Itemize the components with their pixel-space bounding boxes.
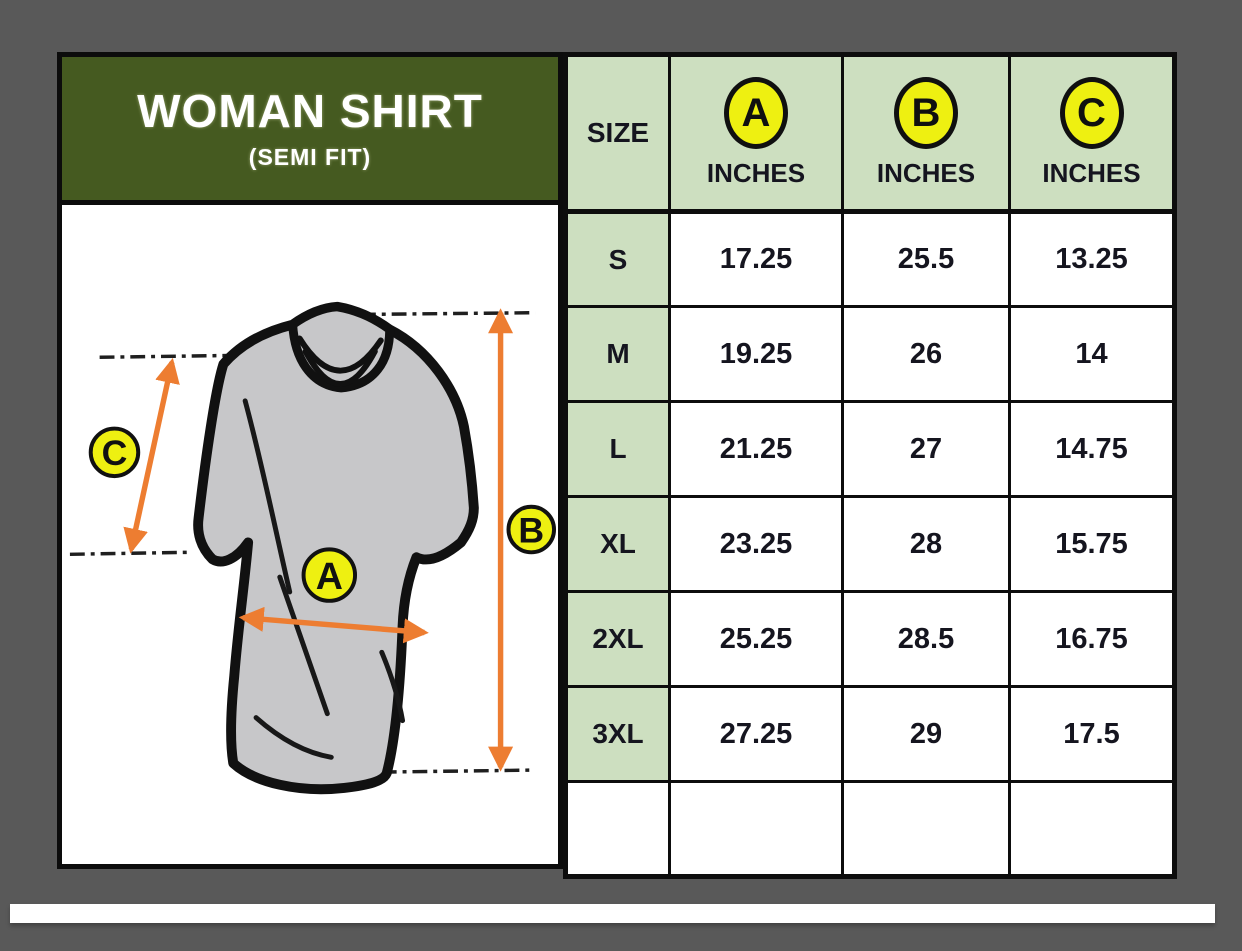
size-cell: 2XL — [564, 590, 671, 688]
column-unit-c: INCHES — [1042, 158, 1141, 188]
column-header-a: A INCHES — [668, 53, 844, 214]
tshirt-body — [193, 301, 479, 795]
column-unit-a: INCHES — [706, 158, 806, 188]
size-chart: WOMAN SHIRT (SEMI FIT) — [57, 52, 1177, 879]
measurement-arrow-a — [238, 606, 429, 644]
badge-b: B — [506, 504, 557, 555]
table-row: XL 23.25 28 15.75 — [564, 495, 1176, 593]
column-header-b: B INCHES — [841, 53, 1011, 214]
shirt-illustration: C B A — [69, 301, 557, 795]
value-cell-a: 19.25 — [668, 305, 844, 403]
size-table: SIZE A INCHES B INCHES C INC — [563, 52, 1177, 879]
size-cell: 3XL — [564, 685, 671, 783]
value-cell-a — [668, 780, 844, 878]
size-cell — [564, 780, 671, 878]
fold-lines — [242, 398, 406, 760]
guide-line-shoulder — [99, 353, 242, 360]
value-cell-c: 14 — [1008, 305, 1176, 403]
table-row: L 21.25 27 14.75 — [564, 400, 1176, 498]
value-cell-c: 16.75 — [1008, 590, 1176, 688]
value-cell-c: 17.5 — [1008, 685, 1176, 783]
value-cell-a: 21.25 — [668, 400, 844, 498]
badge-a-label: A — [316, 555, 343, 597]
value-cell-b: 28.5 — [841, 590, 1011, 688]
value-cell-c — [1008, 780, 1176, 878]
table-row: M 19.25 26 14 — [564, 305, 1176, 403]
size-cell: M — [564, 305, 671, 403]
badge-c-label: C — [102, 433, 128, 473]
value-cell-a: 27.25 — [668, 685, 844, 783]
table-row: 2XL 25.25 28.5 16.75 — [564, 590, 1176, 688]
table-row: 3XL 27.25 29 17.5 — [564, 685, 1176, 783]
column-unit-b: INCHES — [876, 158, 976, 188]
table-row: S 17.25 25.5 13.25 — [564, 210, 1176, 308]
value-cell-c: 15.75 — [1008, 495, 1176, 593]
page-subtitle: (SEMI FIT) — [248, 144, 372, 170]
collar-rib-lines — [296, 335, 384, 387]
column-badge-c-icon: C — [1059, 77, 1124, 149]
column-header-c: C INCHES — [1008, 53, 1176, 214]
table-header-row: SIZE A INCHES B INCHES C INC — [564, 53, 1176, 214]
diagram-badges: C B A — [88, 426, 557, 603]
size-cell: XL — [564, 495, 671, 593]
badge-b-label: B — [518, 510, 544, 550]
value-cell-b: 27 — [841, 400, 1011, 498]
column-badge-a-icon: A — [724, 77, 788, 149]
guide-line-sleeve — [69, 550, 189, 557]
badge-c: C — [88, 426, 141, 479]
value-cell-b: 26 — [841, 305, 1011, 403]
measurement-arrow-c — [123, 357, 180, 554]
measurement-arrows — [123, 308, 514, 772]
value-cell-c: 13.25 — [1008, 210, 1176, 308]
size-column-header: SIZE — [564, 53, 671, 214]
bottom-white-bar — [10, 904, 1215, 923]
shirt-diagram: C B A — [57, 205, 563, 869]
value-cell-b: 29 — [841, 685, 1011, 783]
left-panel: WOMAN SHIRT (SEMI FIT) — [57, 52, 563, 869]
table-row-empty — [564, 780, 1176, 878]
size-cell: L — [564, 400, 671, 498]
value-cell-a: 25.25 — [668, 590, 844, 688]
badge-a: A — [301, 547, 358, 603]
title-header: WOMAN SHIRT (SEMI FIT) — [57, 52, 563, 205]
guide-line-hem — [381, 768, 531, 774]
column-badge-b-icon: B — [894, 77, 958, 149]
value-cell-a: 23.25 — [668, 495, 844, 593]
value-cell-b: 28 — [841, 495, 1011, 593]
value-cell-b — [841, 780, 1011, 878]
value-cell-b: 25.5 — [841, 210, 1011, 308]
page-title: WOMAN SHIRT — [137, 85, 483, 137]
value-cell-c: 14.75 — [1008, 400, 1176, 498]
size-cell: S — [564, 210, 671, 308]
value-cell-a: 17.25 — [668, 210, 844, 308]
tshirt-graphic — [193, 301, 479, 795]
